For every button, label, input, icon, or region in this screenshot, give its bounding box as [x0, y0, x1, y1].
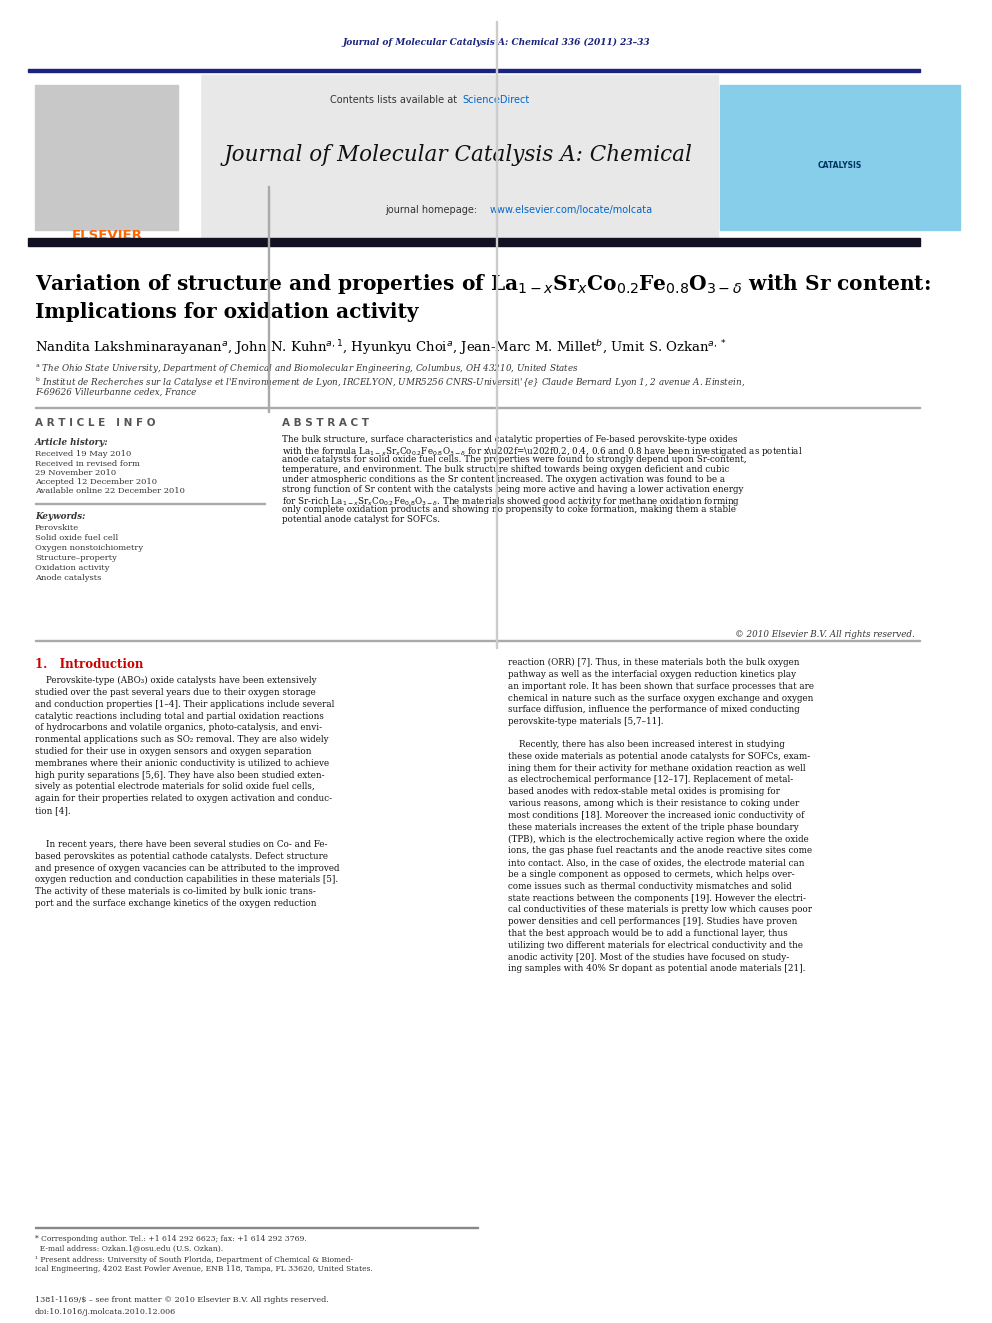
- Text: Structure–property: Structure–property: [35, 554, 117, 562]
- Text: F-69626 Villeurbanne cedex, France: F-69626 Villeurbanne cedex, France: [35, 388, 196, 397]
- Text: journal homepage:: journal homepage:: [385, 205, 480, 216]
- Text: Perovskite-type (ABO₃) oxide catalysts have been extensively
studied over the pa: Perovskite-type (ABO₃) oxide catalysts h…: [35, 676, 334, 815]
- Text: Oxidation activity: Oxidation activity: [35, 564, 109, 572]
- Text: with the formula La$_{1-x}$Sr$_x$Co$_{0.2}$Fe$_{0.8}$O$_{3-\delta}$ for x\u202f=: with the formula La$_{1-x}$Sr$_x$Co$_{0.…: [282, 445, 803, 458]
- Text: Contents lists available at: Contents lists available at: [329, 95, 460, 105]
- Text: under atmospheric conditions as the Sr content increased. The oxygen activation : under atmospheric conditions as the Sr c…: [282, 475, 725, 484]
- Text: Journal of Molecular Catalysis A: Chemical 336 (2011) 23–33: Journal of Molecular Catalysis A: Chemic…: [342, 37, 650, 46]
- Text: ScienceDirect: ScienceDirect: [462, 95, 530, 105]
- Bar: [35, 1226, 478, 1228]
- Text: Oxygen nonstoichiometry: Oxygen nonstoichiometry: [35, 544, 143, 552]
- Text: www.elsevier.com/locate/molcata: www.elsevier.com/locate/molcata: [490, 205, 653, 216]
- Text: anode catalysts for solid oxide fuel cells. The properties were found to strongl: anode catalysts for solid oxide fuel cel…: [282, 455, 747, 464]
- Bar: [496, 21, 497, 648]
- Text: In recent years, there have been several studies on Co- and Fe-
based perovskite: In recent years, there have been several…: [35, 840, 339, 908]
- Text: © 2010 Elsevier B.V. All rights reserved.: © 2010 Elsevier B.V. All rights reserved…: [735, 630, 915, 639]
- Bar: [35, 406, 920, 407]
- Text: CATALYSIS: CATALYSIS: [817, 160, 862, 169]
- Text: for Sr-rich La$_{1-x}$Sr$_x$Co$_{0.2}$Fe$_{0.8}$O$_{3-\delta}$. The materials sh: for Sr-rich La$_{1-x}$Sr$_x$Co$_{0.2}$Fe…: [282, 495, 740, 508]
- Bar: [28, 69, 920, 71]
- Text: Accepted 12 December 2010: Accepted 12 December 2010: [35, 478, 157, 486]
- Text: Perovskite: Perovskite: [35, 524, 79, 532]
- Text: 1381-1169/$ – see front matter © 2010 Elsevier B.V. All rights reserved.: 1381-1169/$ – see front matter © 2010 El…: [35, 1297, 328, 1304]
- Text: doi:10.1016/j.molcata.2010.12.006: doi:10.1016/j.molcata.2010.12.006: [35, 1308, 177, 1316]
- Text: Received 19 May 2010: Received 19 May 2010: [35, 450, 131, 458]
- Text: Anode catalysts: Anode catalysts: [35, 574, 101, 582]
- Text: Journal of Molecular Catalysis A: Chemical: Journal of Molecular Catalysis A: Chemic…: [223, 144, 692, 165]
- Text: ELSEVIER: ELSEVIER: [71, 229, 143, 242]
- Text: 1.   Introduction: 1. Introduction: [35, 658, 144, 671]
- Bar: [35, 640, 920, 642]
- Text: Implications for oxidation activity: Implications for oxidation activity: [35, 302, 419, 321]
- Text: ¹ Present address: University of South Florida, Department of Chemical & Biomed-: ¹ Present address: University of South F…: [35, 1256, 373, 1273]
- Text: Keywords:: Keywords:: [35, 512, 85, 521]
- Text: potential anode catalyst for SOFCs.: potential anode catalyst for SOFCs.: [282, 515, 440, 524]
- Text: $^{\rm b}$ Institut de Recherches sur la Catalyse et l'Environnement de Lyon, IR: $^{\rm b}$ Institut de Recherches sur la…: [35, 376, 745, 390]
- Text: Nandita Lakshminarayanan$^a$, John N. Kuhn$^{a,1}$, Hyunkyu Choi$^a$, Jean-Marc : Nandita Lakshminarayanan$^a$, John N. Ku…: [35, 337, 726, 357]
- Text: Received in revised form: Received in revised form: [35, 460, 140, 468]
- Text: Variation of structure and properties of La$_{1-x}$Sr$_x$Co$_{0.2}$Fe$_{0.8}$O$_: Variation of structure and properties of…: [35, 273, 930, 296]
- Text: temperature, and environment. The bulk structure shifted towards being oxygen de: temperature, and environment. The bulk s…: [282, 464, 729, 474]
- Text: A B S T R A C T: A B S T R A C T: [282, 418, 369, 429]
- Text: Article history:: Article history:: [35, 438, 109, 447]
- Text: A R T I C L E   I N F O: A R T I C L E I N F O: [35, 418, 156, 429]
- Text: * Corresponding author. Tel.: +1 614 292 6623; fax: +1 614 292 3769.
  E-mail ad: * Corresponding author. Tel.: +1 614 292…: [35, 1234, 307, 1252]
- Bar: [720, 85, 960, 230]
- Text: 29 November 2010: 29 November 2010: [35, 468, 116, 478]
- Bar: [28, 238, 920, 246]
- Text: $^{\rm a}$ The Ohio State University, Department of Chemical and Biomolecular En: $^{\rm a}$ The Ohio State University, De…: [35, 363, 578, 374]
- Bar: [35, 85, 178, 230]
- Text: Recently, there has also been increased interest in studying
these oxide materia: Recently, there has also been increased …: [508, 740, 812, 974]
- Text: Solid oxide fuel cell: Solid oxide fuel cell: [35, 534, 118, 542]
- Text: The bulk structure, surface characteristics and catalytic properties of Fe-based: The bulk structure, surface characterist…: [282, 435, 737, 445]
- Text: strong function of Sr content with the catalysts being more active and having a : strong function of Sr content with the c…: [282, 486, 743, 493]
- Text: Available online 22 December 2010: Available online 22 December 2010: [35, 487, 185, 495]
- Bar: [28, 75, 200, 243]
- Bar: [268, 187, 269, 411]
- Text: only complete oxidation products and showing no propensity to coke formation, ma: only complete oxidation products and sho…: [282, 505, 736, 515]
- Text: reaction (ORR) [7]. Thus, in these materials both the bulk oxygen
pathway as wel: reaction (ORR) [7]. Thus, in these mater…: [508, 658, 814, 726]
- Bar: [200, 75, 718, 243]
